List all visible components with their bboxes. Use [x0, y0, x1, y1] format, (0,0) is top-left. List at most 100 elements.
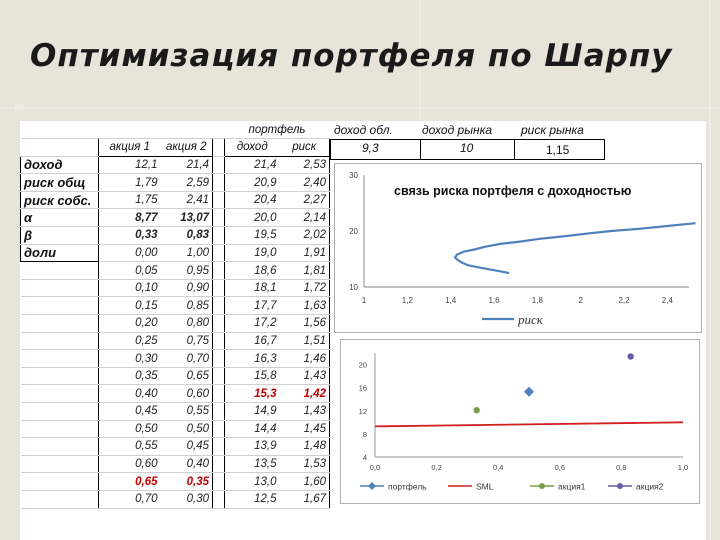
- table-cell: [212, 420, 225, 439]
- table-cell: акция 2: [160, 138, 213, 157]
- table-cell: 15,8: [224, 367, 280, 386]
- table-cell: 0,83: [160, 226, 213, 245]
- table-cell: [20, 121, 99, 140]
- table-cell: 1,42: [279, 384, 330, 403]
- table-cell: 1,00: [160, 244, 213, 263]
- table-cell: [212, 314, 225, 333]
- table-cell: 2,27: [279, 191, 330, 210]
- table-cell: [212, 208, 225, 228]
- chart1-title: связь риска портфеля с доходностью: [394, 184, 632, 198]
- bond-income-value: 9,3: [362, 141, 379, 155]
- table-cell: 13,07: [160, 208, 213, 228]
- table-cell: 0,50: [160, 420, 213, 439]
- sml-chart: 0,0 0,2 0,4 0,6 0,8 1,0 4 8 12 16 20 портфель SML ак…: [340, 339, 700, 504]
- table-row: риск общ 1,79 2,59 20,9 2,40: [20, 173, 330, 192]
- chart2-x-tick: 0,2: [431, 463, 441, 472]
- chart1-y-tick: 30: [349, 171, 358, 180]
- table-cell: 0,15: [98, 296, 161, 316]
- table-cell: 1,60: [279, 472, 330, 491]
- table-cell: риск общ: [20, 173, 99, 192]
- table-row: 0,25 0,75 16,7 1,51: [20, 332, 330, 351]
- table-cell: 2,59: [160, 173, 213, 192]
- table-cell: [98, 121, 161, 140]
- market-risk-value: 1,15: [546, 143, 570, 157]
- table-cell: [212, 296, 225, 316]
- table-row: 0,50 0,50 14,4 1,45: [20, 420, 330, 439]
- table-cell: [212, 156, 225, 175]
- table-cell: 1,51: [279, 332, 330, 351]
- table-cell: 8,77: [98, 208, 161, 228]
- table-cell: [20, 472, 99, 491]
- chart2-point-акция2: [627, 353, 634, 360]
- table-cell: [20, 420, 99, 439]
- chart2-x-tick: 0,6: [555, 463, 565, 472]
- table-cell: 0,95: [160, 261, 213, 280]
- table-cell: 12,1: [98, 156, 161, 175]
- table-cell: 19,5: [224, 226, 280, 245]
- table-row: доход 12,1 21,4 21,4 2,53: [20, 155, 330, 175]
- table-cell: 15,3: [224, 384, 280, 403]
- table-row: 0,10 0,90 18,1 1,72: [20, 279, 330, 298]
- table-cell: 2,02: [279, 226, 330, 245]
- table-cell: 18,1: [224, 279, 280, 298]
- table-cell: доли: [20, 244, 99, 263]
- table-cell: 0,25: [98, 332, 161, 351]
- chart1-x-tick: 1,2: [402, 296, 414, 305]
- table-cell: [212, 261, 225, 280]
- table-cell: [20, 279, 99, 298]
- chart1-x-tick: 1,6: [488, 296, 500, 305]
- table-cell: 0,40: [98, 384, 161, 403]
- table-cell: [212, 455, 225, 474]
- table-cell: [212, 191, 225, 210]
- table-cell: 0,80: [160, 314, 213, 333]
- table-cell: 1,75: [98, 191, 161, 210]
- table-cell: [20, 384, 99, 403]
- table-row: 0,35 0,65 15,8 1,43: [20, 367, 330, 386]
- table-cell: [20, 437, 99, 456]
- chart1-x-tick: 1: [362, 296, 367, 305]
- table-cell: 1,45: [279, 420, 330, 439]
- table-cell: [212, 367, 225, 386]
- table-cell: [212, 244, 225, 263]
- table-cell: [20, 314, 99, 333]
- table-cell: [212, 279, 225, 298]
- bond-income-label: доход обл.: [334, 123, 393, 137]
- risk-return-chart: связь риска портфеля с доходностью 1 1,2 1…: [334, 163, 702, 333]
- chart1-legend-label: риск: [517, 312, 544, 327]
- table-cell: 1,67: [279, 490, 330, 509]
- table-cell: 1,91: [279, 244, 330, 263]
- table-row: 0,15 0,85 17,7 1,63: [20, 296, 330, 316]
- chart1-frame: [334, 163, 702, 333]
- table-cell: 0,65: [98, 472, 161, 491]
- table-cell: 0,90: [160, 279, 213, 298]
- chart1-series-risk: [453, 222, 696, 275]
- table-cell: 1,53: [279, 455, 330, 474]
- table-cell: 13,9: [224, 437, 280, 456]
- table-cell: 0,30: [160, 490, 213, 509]
- table-row: 0,65 0,35 13,0 1,60: [20, 472, 330, 491]
- chart1-x-tick: 2: [578, 296, 583, 305]
- table-cell: 16,3: [224, 349, 280, 368]
- table-cell: 0,70: [160, 349, 213, 368]
- table-cell: [20, 349, 99, 368]
- table-cell: 0,40: [160, 455, 213, 474]
- chart2-legend-marker: [617, 483, 623, 489]
- table-row: 0,55 0,45 13,9 1,48: [20, 437, 330, 456]
- table-cell: [212, 384, 225, 403]
- chart2-point-акция1: [473, 407, 480, 414]
- market-income-value: 10: [460, 141, 474, 155]
- chart2-legend-label: SML: [476, 482, 494, 492]
- table-cell: [212, 138, 225, 157]
- chart2-x-tick: 1,0: [678, 463, 688, 472]
- chart2-legend-marker: [539, 483, 545, 489]
- table-cell: 2,14: [279, 208, 330, 228]
- table-cell: 17,2: [224, 314, 280, 333]
- table-cell: β: [20, 226, 99, 245]
- chart2-y-tick: 16: [359, 384, 367, 393]
- table-cell: 2,53: [279, 156, 330, 175]
- table-cell: [20, 138, 99, 157]
- table-cell: [20, 490, 99, 509]
- slide-number: 28: [14, 103, 25, 113]
- table-cell: 20,0: [224, 208, 280, 228]
- table-cell: 0,33: [98, 226, 161, 245]
